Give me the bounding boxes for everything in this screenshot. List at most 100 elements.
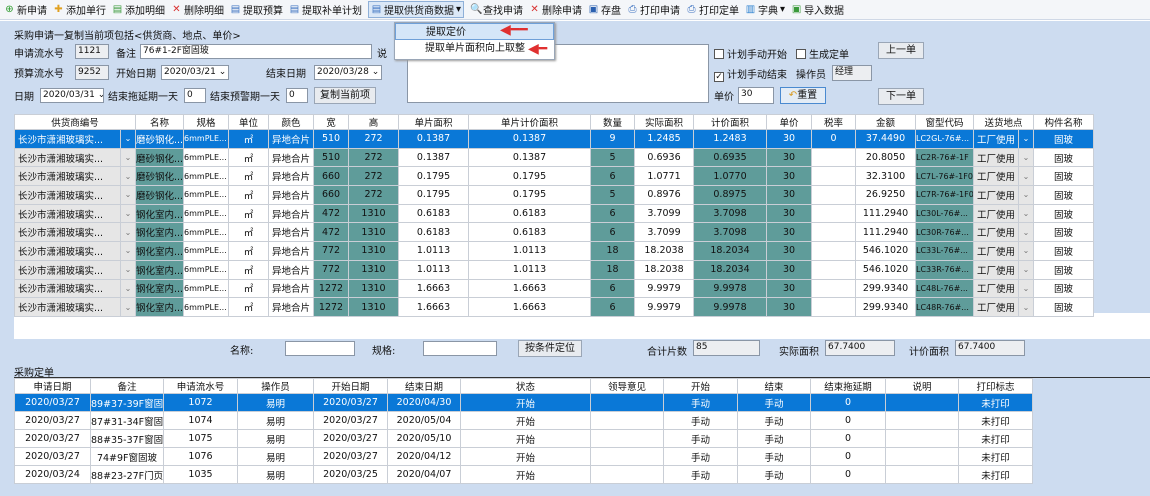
order-cell[interactable]: 易明 bbox=[237, 393, 314, 412]
order-cell[interactable]: 手动 bbox=[737, 447, 811, 466]
grid-cell[interactable]: 异地合片 bbox=[268, 259, 315, 280]
grid-cell[interactable]: 0.6183 bbox=[398, 203, 470, 224]
grid-cell[interactable]: 1.6663 bbox=[468, 278, 592, 299]
column-header[interactable]: 供货商编号 bbox=[13, 114, 137, 130]
grid-cell[interactable]: 长沙市潇湘玻璃实... bbox=[14, 147, 121, 168]
order-cell[interactable]: 2020/04/07 bbox=[387, 465, 461, 484]
end-date-picker[interactable]: 2020/03/28 ⌄ bbox=[314, 65, 382, 80]
grid-cell[interactable]: 772 bbox=[313, 241, 350, 261]
grid-cell[interactable]: 工厂使用 bbox=[973, 166, 1020, 187]
grid-cell[interactable]: 异地合片 bbox=[268, 222, 315, 243]
dropdown-chevron-icon[interactable]: ⌄ bbox=[119, 259, 137, 280]
order-cell[interactable]: 2020/04/12 bbox=[387, 447, 461, 466]
dropdown-chevron-icon[interactable]: ⌄ bbox=[1018, 166, 1035, 187]
column-header[interactable]: 单片面积 bbox=[398, 114, 470, 130]
grid-cell[interactable]: 9.9979 bbox=[634, 278, 695, 299]
order-cell[interactable]: 2020/05/04 bbox=[387, 411, 461, 430]
grid-cell[interactable]: 固玻 bbox=[1033, 259, 1095, 280]
grid-cell[interactable]: 工厂使用 bbox=[973, 203, 1020, 224]
order-cell[interactable]: 74#9F窗固玻 bbox=[90, 447, 164, 466]
dropdown-chevron-icon[interactable]: ⌄ bbox=[1018, 241, 1035, 261]
column-header[interactable]: 单价 bbox=[766, 114, 813, 130]
budget-no-field[interactable]: 9252 bbox=[75, 65, 109, 80]
order-cell[interactable]: 易明 bbox=[237, 447, 314, 466]
grid-cell[interactable]: 工厂使用 bbox=[973, 278, 1020, 299]
grid-cell[interactable]: 长沙市潇湘玻璃实... bbox=[14, 185, 121, 205]
order-cell[interactable]: 0 bbox=[810, 465, 886, 484]
grid-cell[interactable]: 钢化室内... bbox=[135, 278, 185, 299]
grid-cell[interactable]: 0.6935 bbox=[693, 147, 768, 168]
grid-cell[interactable]: 异地合片 bbox=[268, 185, 315, 205]
toolbar-button-11[interactable]: ⎙ 打印定单 bbox=[686, 2, 740, 17]
order-cell[interactable]: 手动 bbox=[737, 411, 811, 430]
order-cell[interactable]: 88#23-27F门页玻 bbox=[90, 465, 164, 484]
grid-cell[interactable]: 272 bbox=[348, 147, 400, 168]
menu-item-extract-price[interactable]: 提取定价 bbox=[395, 23, 554, 40]
dropdown-chevron-icon[interactable]: ⌄ bbox=[1018, 297, 1035, 317]
grid-cell[interactable]: 20.8050 bbox=[855, 147, 917, 168]
note-field[interactable]: 76#1-2F窗固玻 bbox=[140, 44, 372, 59]
grid-cell[interactable]: 固玻 bbox=[1033, 129, 1095, 149]
order-cell[interactable]: 2020/04/30 bbox=[387, 393, 461, 412]
grid-cell[interactable]: 660 bbox=[313, 166, 350, 187]
column-header[interactable]: 操作员 bbox=[237, 378, 314, 394]
column-header[interactable]: 送货地点 bbox=[973, 114, 1035, 130]
grid-cell[interactable]: ㎡ bbox=[228, 185, 270, 205]
order-cell[interactable]: 手动 bbox=[663, 447, 738, 466]
grid-cell[interactable]: 30 bbox=[766, 129, 813, 149]
dropdown-chevron-icon[interactable]: ⌄ bbox=[1018, 147, 1035, 168]
grid-cell[interactable]: 工厂使用 bbox=[973, 147, 1020, 168]
column-header[interactable]: 金额 bbox=[855, 114, 917, 130]
grid-cell[interactable]: 6mmPLE... bbox=[183, 185, 230, 205]
grid-cell[interactable]: 18.2034 bbox=[693, 241, 768, 261]
grid-cell[interactable]: 111.2940 bbox=[855, 222, 917, 243]
order-cell[interactable] bbox=[590, 447, 664, 466]
grid-cell[interactable]: 工厂使用 bbox=[973, 241, 1020, 261]
grid-cell[interactable]: 3.7099 bbox=[634, 203, 695, 224]
start-date-picker[interactable]: 2020/03/21 ⌄ bbox=[161, 65, 229, 80]
dropdown-chevron-icon[interactable]: ⌄ bbox=[119, 185, 137, 205]
grid-cell[interactable]: 6 bbox=[590, 222, 636, 243]
order-cell[interactable] bbox=[885, 411, 959, 430]
grid-cell[interactable] bbox=[811, 203, 857, 224]
grid-cell[interactable]: 6mmPLE... bbox=[183, 259, 230, 280]
grid-cell[interactable]: 26.9250 bbox=[855, 185, 917, 205]
grid-cell[interactable]: 30 bbox=[766, 297, 813, 317]
grid-cell[interactable]: 固玻 bbox=[1033, 241, 1095, 261]
grid-cell[interactable]: 工厂使用 bbox=[973, 222, 1020, 243]
grid-cell[interactable]: 18.2038 bbox=[634, 259, 695, 280]
dropdown-chevron-icon[interactable]: ⌄ bbox=[1018, 278, 1035, 299]
filter-name-input[interactable] bbox=[285, 341, 355, 356]
locate-button[interactable]: 按条件定位 bbox=[518, 340, 582, 357]
column-header[interactable]: 打印标志 bbox=[958, 378, 1033, 394]
warn-field[interactable]: 0 bbox=[286, 88, 308, 103]
toolbar-button-8[interactable]: ✕ 删除申请 bbox=[529, 2, 582, 17]
column-header[interactable]: 实际面积 bbox=[634, 114, 695, 130]
dropdown-chevron-icon[interactable]: ⌄ bbox=[1018, 129, 1035, 149]
grid-cell[interactable]: 6 bbox=[590, 297, 636, 317]
grid-cell[interactable]: 1310 bbox=[348, 297, 400, 317]
toolbar-button-12[interactable]: ▥ 字典 ▾ bbox=[745, 2, 785, 17]
toolbar-button-3[interactable]: ✕ 删除明细 bbox=[171, 2, 224, 17]
toolbar-button-2[interactable]: ▤ 添加明细 bbox=[112, 2, 165, 17]
grid-cell[interactable]: 长沙市潇湘玻璃实... bbox=[14, 259, 121, 280]
order-cell[interactable] bbox=[885, 447, 959, 466]
column-header[interactable]: 名称 bbox=[135, 114, 185, 130]
grid-cell[interactable]: 1.6663 bbox=[398, 297, 470, 317]
grid-cell[interactable]: 异地合片 bbox=[268, 241, 315, 261]
column-header[interactable]: 计价面积 bbox=[693, 114, 768, 130]
grid-cell[interactable]: LC48L-76#... bbox=[915, 278, 975, 299]
grid-cell[interactable]: 6 bbox=[590, 278, 636, 299]
order-cell[interactable] bbox=[885, 465, 959, 484]
order-cell[interactable]: 2020/03/27 bbox=[313, 447, 388, 466]
toolbar-button-4[interactable]: ▤ 提取预算 bbox=[230, 2, 283, 17]
grid-cell[interactable]: 9.9978 bbox=[693, 297, 768, 317]
grid-cell[interactable]: 1310 bbox=[348, 241, 400, 261]
grid-cell[interactable] bbox=[811, 278, 857, 299]
grid-cell[interactable]: 6mmPLE... bbox=[183, 166, 230, 187]
toolbar-button-1[interactable]: ✚ 添加单行 bbox=[53, 2, 106, 17]
